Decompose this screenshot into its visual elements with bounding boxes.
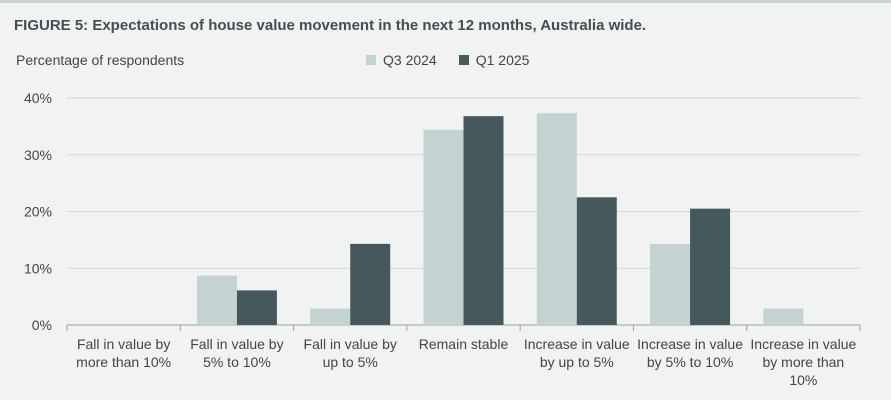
bar-q3-2024 [536,113,577,325]
legend-label-q3-2024: Q3 2024 [383,52,437,68]
bar-q1-2025 [236,290,277,325]
bar-q3-2024 [310,308,351,325]
bar-q1-2025 [576,197,617,325]
bar-q3-2024 [196,275,237,325]
x-category-label: Increase in value by 5% to 10% [637,336,743,370]
bar-q1-2025 [463,116,504,325]
x-category-label: Increase in value by more than 10% [750,336,856,388]
legend-swatch-q1-2025 [458,55,469,65]
y-axis-label: Percentage of respondents [16,52,185,68]
bar-q3-2024 [650,243,691,325]
x-category-label: Increase in value by up to 5% [524,336,630,370]
y-tick-label: 30% [24,147,52,163]
bar-q3-2024 [423,129,464,325]
bar-q1-2025 [690,208,731,325]
legend-item-q1-2025: Q1 2025 [458,52,530,68]
bar-q3-2024 [763,308,804,325]
y-tick-label: 20% [24,204,52,220]
legend-swatch-q3-2024 [366,55,376,65]
x-category-label: Fall in value by up to 5% [304,336,397,370]
x-category-label: Fall in value by more than 10% [76,336,171,370]
y-tick-label: 40% [24,90,52,106]
y-tick-label: 0% [32,317,52,333]
bar-q1-2025 [350,243,391,325]
y-tick-label: 10% [24,260,52,276]
legend-label-q1-2025: Q1 2025 [475,52,530,68]
legend-item-q3-2024: Q3 2024 [366,52,437,68]
top-rule [0,0,891,3]
legend: Q3 2024 Q1 2025 [366,52,529,68]
x-category-label: Fall in value by 5% to 10% [190,336,283,370]
figure-title: FIGURE 5: Expectations of house value mo… [14,17,647,34]
x-category-label: Remain stable [419,336,509,352]
